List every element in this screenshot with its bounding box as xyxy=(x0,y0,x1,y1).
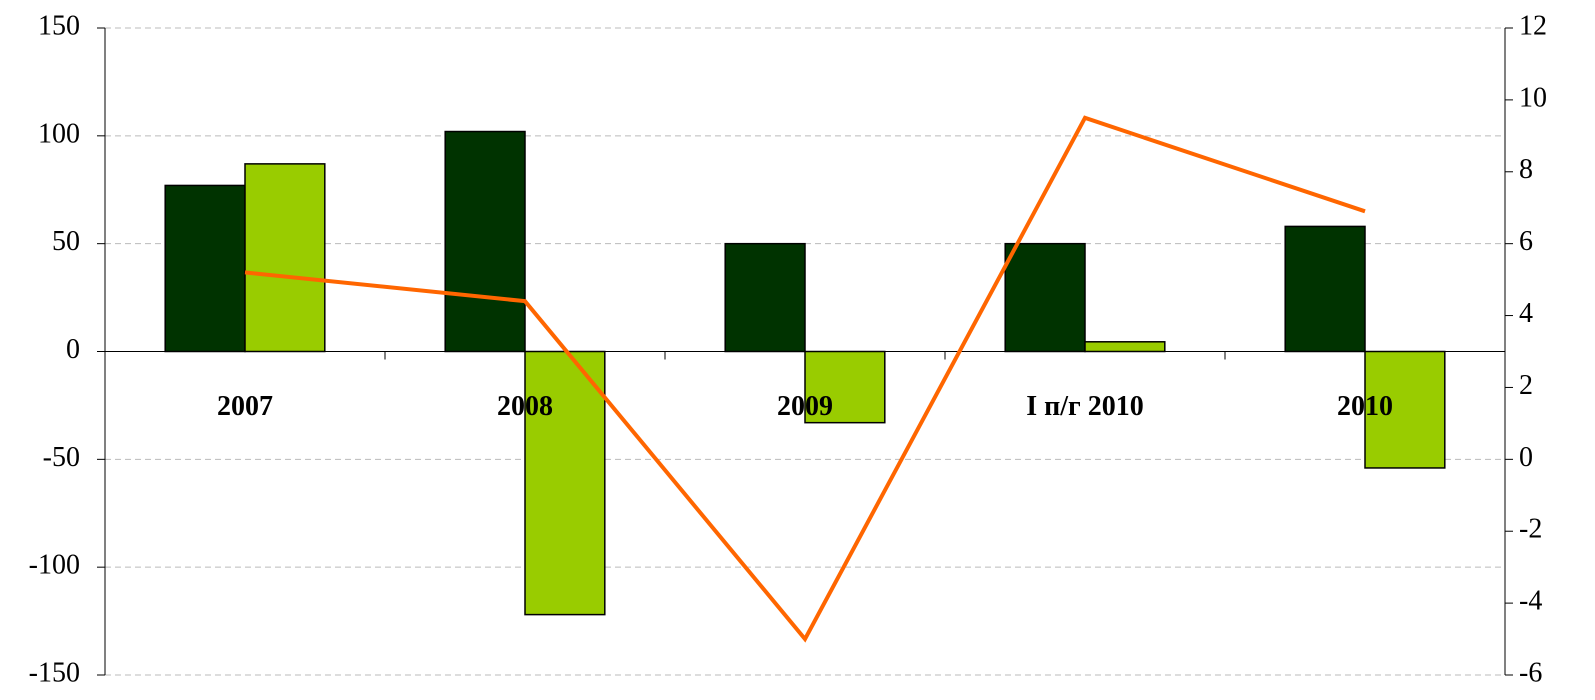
y2-tick-label: 0 xyxy=(1519,442,1533,473)
y-tick-label: -50 xyxy=(43,442,80,473)
x-tick-label: 2010 xyxy=(1337,391,1393,422)
x-tick-label: 2008 xyxy=(497,391,553,422)
x-tick-label: I п/г 2010 xyxy=(1026,391,1144,422)
y-tick-label: -150 xyxy=(29,657,80,688)
y2-tick-label: -4 xyxy=(1519,586,1542,617)
y-tick-label: 50 xyxy=(52,226,80,257)
bar xyxy=(444,130,526,353)
x-tick-label: 2007 xyxy=(217,391,273,422)
y2-tick-label: 6 xyxy=(1519,226,1533,257)
bar xyxy=(804,350,886,424)
bar xyxy=(244,163,326,353)
y2-tick-label: -2 xyxy=(1519,514,1542,545)
bar xyxy=(724,242,806,353)
bar xyxy=(1364,350,1446,469)
bar xyxy=(1284,225,1366,353)
y2-tick-label: 8 xyxy=(1519,154,1533,185)
bar xyxy=(524,350,606,616)
y2-tick-label: -6 xyxy=(1519,657,1542,688)
y-tick-label: 150 xyxy=(38,10,80,41)
bar xyxy=(1084,341,1166,353)
y2-tick-label: 10 xyxy=(1519,82,1547,113)
y-tick-label: 0 xyxy=(66,334,80,365)
bar xyxy=(164,184,246,353)
y2-tick-label: 2 xyxy=(1519,370,1533,401)
bar xyxy=(1004,242,1086,353)
y2-tick-label: 4 xyxy=(1519,298,1533,329)
y-tick-label: 100 xyxy=(38,118,80,149)
y2-tick-label: 12 xyxy=(1519,10,1547,41)
x-tick-label: 2009 xyxy=(777,391,833,422)
line xyxy=(244,115,1366,643)
y-tick-label: -100 xyxy=(29,550,80,581)
